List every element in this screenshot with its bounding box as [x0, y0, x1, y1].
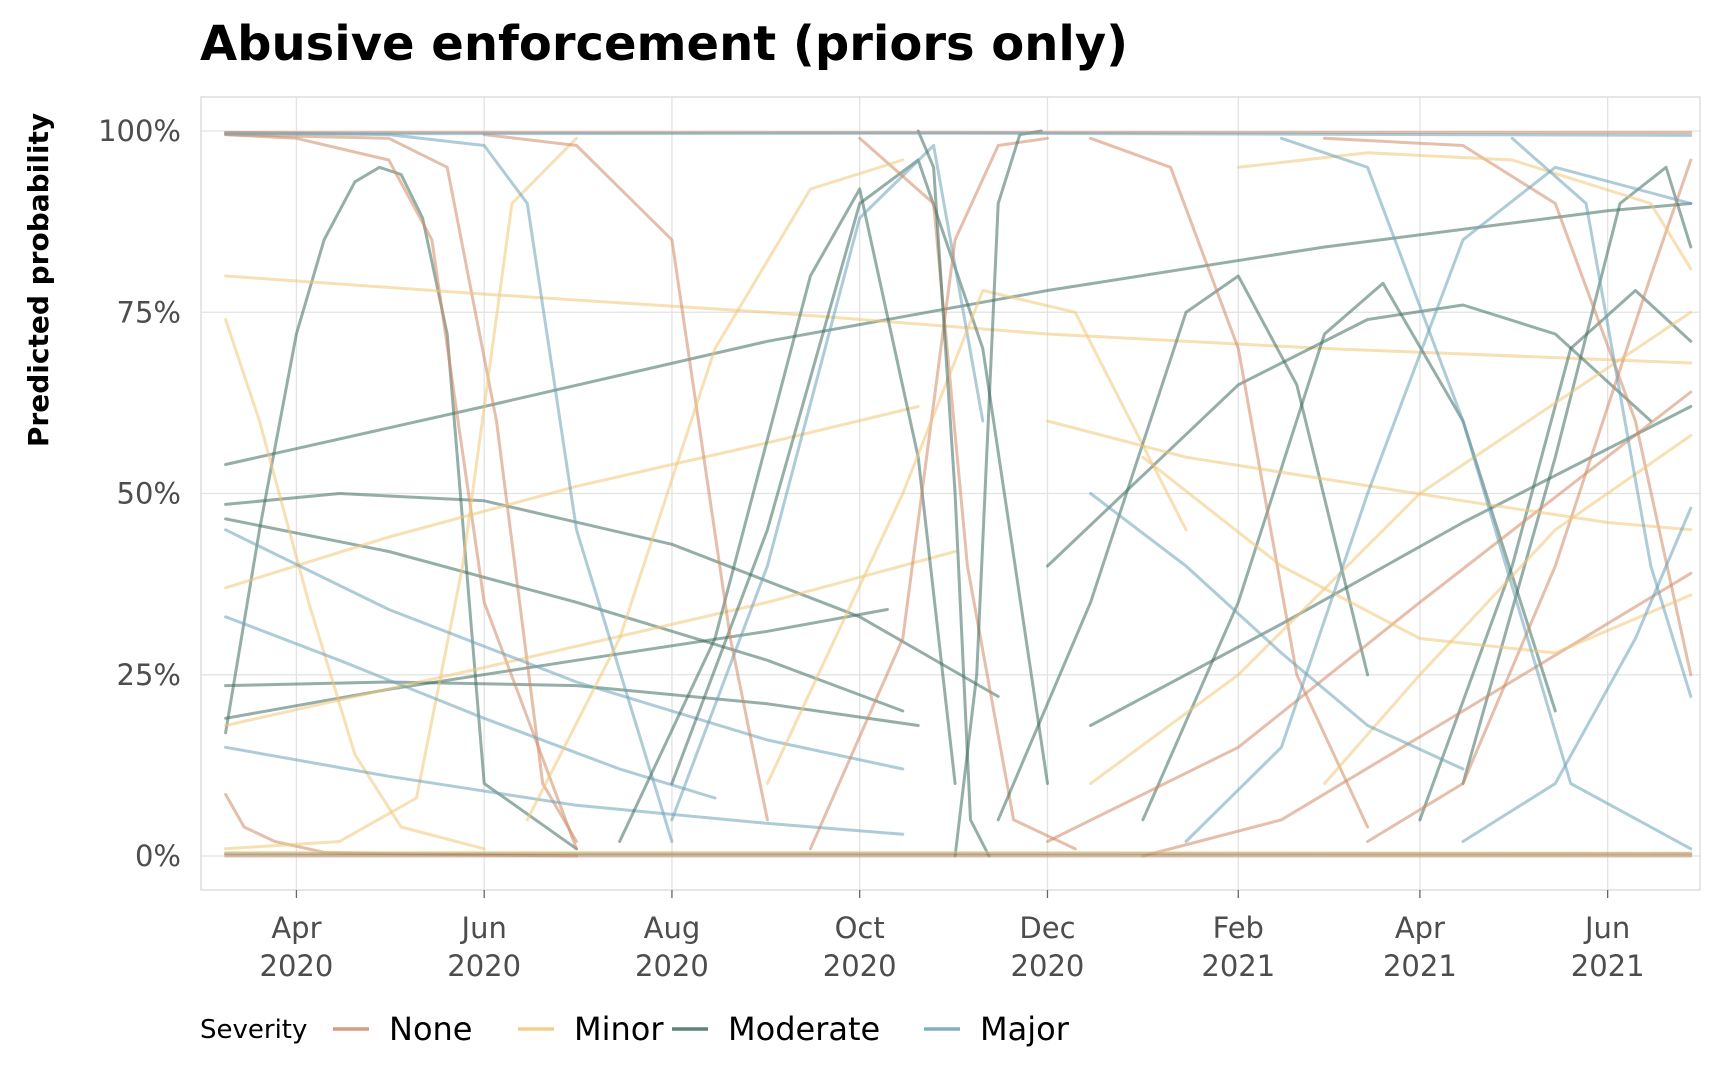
series-line-minor — [224, 405, 920, 590]
x-tick-label: Apr 2020 — [260, 911, 334, 983]
y-tick-label: 0% — [135, 839, 181, 873]
series-line-major — [224, 131, 674, 843]
series-line-none — [482, 133, 769, 822]
y-axis: 0% 25% 50% 75% 100% — [98, 114, 181, 873]
x-tick-label: Feb 2021 — [1201, 911, 1275, 983]
series-line-minor — [1046, 419, 1693, 532]
series-line-moderate — [996, 274, 1370, 822]
series-line-minor — [1089, 310, 1693, 785]
x-axis: Apr 2020 Jun 2020 Aug 2020 Oct 2020 Dec 2020 Feb 20… — [260, 890, 1645, 983]
series-line-none — [1089, 136, 1370, 829]
y-tick-label: 100% — [98, 114, 181, 148]
series-line-none — [858, 136, 1077, 851]
y-tick-label: 75% — [117, 295, 181, 329]
series-line-major — [224, 528, 905, 771]
legend: Severity None Minor Moderate Major — [200, 1010, 1070, 1048]
series-line-major — [670, 144, 985, 822]
series-line-moderate — [1418, 289, 1693, 822]
series-line-moderate — [670, 158, 1049, 785]
series-line-moderate — [618, 187, 957, 843]
series-line-major — [1279, 136, 1693, 851]
y-axis-title: Predicted probability — [22, 113, 55, 447]
series-line-none — [1366, 158, 1693, 843]
series-line-minor — [224, 274, 1693, 365]
series-line-minor — [224, 136, 578, 851]
series-line-minor — [1141, 455, 1693, 655]
legend-label-minor: Minor — [574, 1010, 664, 1048]
series-line-none — [1046, 390, 1693, 843]
x-tick-label: Oct 2020 — [823, 911, 897, 983]
series-line-moderate — [224, 165, 578, 851]
series-line-moderate — [1461, 165, 1693, 785]
series-line-moderate — [224, 680, 920, 727]
x-tick-label: Apr 2021 — [1383, 911, 1457, 983]
series-line-major — [224, 745, 905, 836]
series-line-moderate — [916, 129, 991, 858]
legend-title: Severity — [200, 1015, 307, 1045]
series-line-minor — [765, 289, 1188, 785]
x-tick-label: Dec 2020 — [1011, 911, 1085, 983]
series-line-minor — [1236, 151, 1693, 271]
series-line-minor — [525, 158, 905, 822]
series-line-none — [224, 133, 578, 851]
series-line-none — [808, 136, 1049, 851]
series-line-major — [1510, 136, 1693, 698]
series-line-major — [1184, 165, 1693, 843]
y-tick-label: 50% — [117, 477, 181, 511]
x-tick-label: Jun 2020 — [447, 911, 521, 983]
series-line-moderate — [224, 492, 1000, 698]
series-line-major — [1089, 492, 1465, 771]
series-line-major — [224, 615, 717, 800]
series-lines — [224, 129, 1693, 858]
legend-label-none: None — [389, 1010, 472, 1048]
x-tick-label: Jun 2021 — [1571, 911, 1645, 983]
series-line-moderate — [1089, 405, 1693, 727]
series-line-major — [1461, 506, 1693, 843]
series-line-minor — [224, 850, 1693, 855]
series-line-none — [1141, 571, 1693, 858]
chart-title: Abusive enforcement (priors only) — [200, 16, 1128, 72]
legend-label-moderate: Moderate — [728, 1010, 880, 1048]
plot-panel — [200, 96, 1701, 891]
gridlines — [201, 97, 1700, 890]
series-line-minor — [224, 318, 486, 851]
series-line-none — [1323, 136, 1693, 677]
legend-label-major: Major — [980, 1010, 1070, 1048]
series-line-major — [224, 131, 1693, 137]
y-tick-label: 25% — [117, 658, 181, 692]
series-line-moderate — [224, 517, 905, 713]
series-line-minor — [224, 550, 957, 727]
series-line-moderate — [224, 608, 889, 720]
x-tick-label: Aug 2020 — [635, 911, 709, 983]
